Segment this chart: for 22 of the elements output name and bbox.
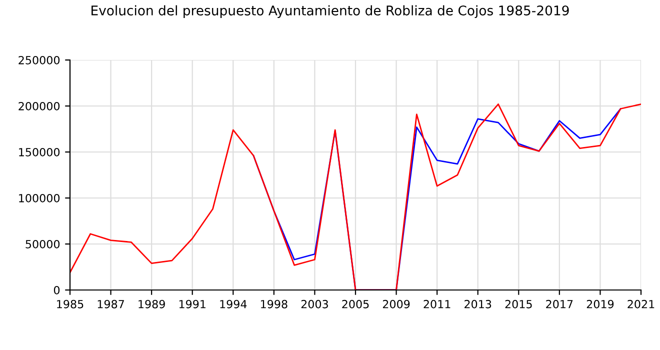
x-tick-label: 1989 bbox=[138, 300, 165, 308]
y-tick-label: 50000 bbox=[26, 240, 60, 248]
x-tick-label: 1987 bbox=[98, 300, 124, 308]
x-tick-label: 2003 bbox=[301, 300, 328, 308]
y-tick-label: 200000 bbox=[18, 102, 60, 110]
y-tick-label: 0 bbox=[54, 286, 60, 294]
y-tick-label: 100000 bbox=[19, 194, 60, 202]
chart-title: Evolucion del presupuesto Ayuntamiento de Robliza de Cojos 1985-2019 bbox=[92, 5, 569, 18]
x-tick-label: 2011 bbox=[424, 300, 450, 308]
x-tick-label: 1991 bbox=[179, 300, 206, 308]
x-tick-label: 1985 bbox=[57, 300, 84, 308]
x-tick-label: 2005 bbox=[342, 300, 369, 308]
x-tick-label: 2013 bbox=[464, 300, 492, 308]
y-tick-label: 150000 bbox=[19, 148, 60, 156]
x-tick-label: 2009 bbox=[382, 300, 410, 308]
x-tick-label: 1994 bbox=[220, 300, 247, 308]
x-tick-label: 2021 bbox=[628, 300, 654, 308]
x-tick-label: 2019 bbox=[586, 300, 614, 308]
x-tick-label: 1998 bbox=[261, 300, 288, 308]
x-tick-label: 2015 bbox=[505, 300, 532, 308]
x-tick-label: 2017 bbox=[546, 300, 573, 308]
y-tick-label: 250000 bbox=[18, 56, 60, 64]
